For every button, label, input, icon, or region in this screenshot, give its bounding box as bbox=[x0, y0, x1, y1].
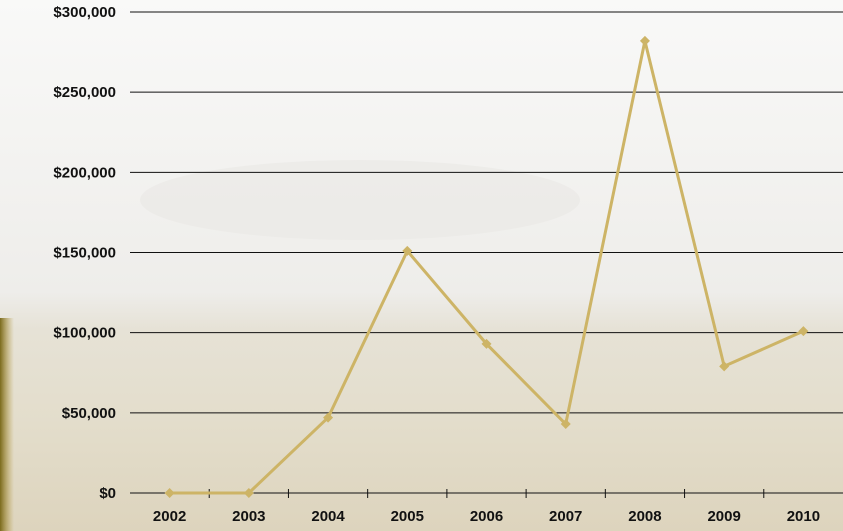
series-line bbox=[169, 39, 805, 495]
y-tick-label: $150,000 bbox=[53, 245, 116, 262]
x-tick-label: 2008 bbox=[628, 508, 661, 525]
data-point bbox=[798, 326, 809, 337]
data-point bbox=[243, 488, 254, 498]
x-tick-label: 2010 bbox=[787, 508, 820, 525]
x-tick-label: 2002 bbox=[153, 508, 186, 525]
x-tick-label: 2006 bbox=[470, 508, 503, 525]
y-tick-label: $50,000 bbox=[62, 405, 116, 422]
data-point bbox=[639, 35, 650, 46]
series-line-path bbox=[169, 39, 805, 495]
x-tick-labels: 2002 2003 2004 2005 2006 2007 2008 2009 2010 bbox=[153, 508, 820, 525]
x-tick-label: 2007 bbox=[549, 508, 582, 525]
data-point bbox=[560, 419, 571, 430]
y-tick-labels: $0 $50,000 $100,000 $150,000 $200,000 $250,00… bbox=[53, 4, 116, 502]
y-gridlines bbox=[130, 11, 843, 414]
data-point bbox=[402, 245, 413, 256]
x-tick-label: 2003 bbox=[232, 508, 265, 525]
y-tick-label: $100,000 bbox=[53, 325, 116, 342]
x-tick-label: 2005 bbox=[391, 508, 424, 525]
y-tick-label: $250,000 bbox=[53, 84, 116, 101]
y-tick-label: $300,000 bbox=[53, 4, 116, 21]
data-point bbox=[323, 412, 334, 423]
x-tick-label: 2004 bbox=[311, 508, 345, 525]
data-point bbox=[481, 338, 492, 349]
y-tick-label: $200,000 bbox=[53, 164, 116, 181]
series-points bbox=[164, 35, 809, 498]
x-tick-label: 2009 bbox=[707, 508, 740, 525]
y-tick-label: $0 bbox=[99, 485, 116, 502]
data-point bbox=[164, 488, 175, 498]
data-point bbox=[719, 361, 730, 372]
